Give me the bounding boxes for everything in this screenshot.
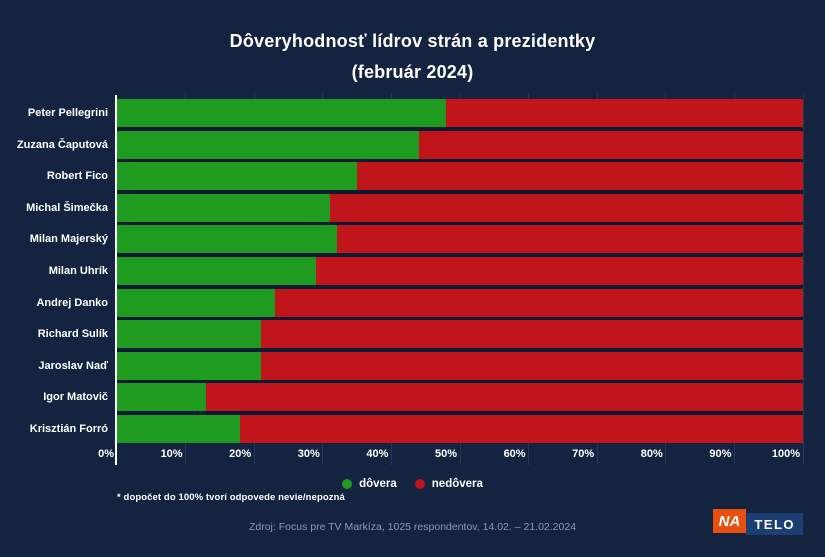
nedovera-bar-segment — [261, 351, 803, 380]
x-tick-label: 0% — [98, 448, 114, 460]
category-label: Robert Fico — [46, 170, 108, 183]
nedovera-bar-segment — [329, 193, 803, 222]
bar-row: Krisztián Forró — [30, 414, 803, 444]
x-tick-label: 50% — [434, 448, 457, 460]
legend-item: dôvera — [342, 478, 397, 490]
x-tick-label: 10% — [160, 448, 183, 460]
x-tick-label: 80% — [640, 448, 663, 460]
legend-label: nedôvera — [431, 478, 483, 490]
chart-title-line1: Dôveryhodnosť lídrov strán a prezidentky — [229, 31, 596, 51]
bar-row: Andrej Danko — [36, 288, 803, 317]
dovera-bar-segment — [117, 193, 330, 222]
x-tick-label: 90% — [709, 448, 732, 460]
dovera-bar-segment — [117, 351, 262, 380]
dovera-bar-segment — [117, 256, 316, 286]
bar-rows: Peter Pellegrini Zuzana Čaputová Robert Fi… — [17, 99, 803, 444]
category-label: Igor Matovič — [43, 391, 108, 404]
dovera-bar-segment — [117, 130, 419, 159]
footnote: * dopočet do 100% tvorí odpovede nevie/n… — [117, 492, 345, 503]
dovera-bar-segment — [117, 383, 207, 412]
logo-telo-badge: TELO — [746, 513, 803, 535]
y-axis-line — [115, 95, 117, 465]
source-line: Zdroj: Focus pre TV Markíza, 1025 respon… — [248, 521, 577, 533]
legend-label: dôvera — [359, 478, 397, 490]
nedovera-bar-segment — [418, 130, 803, 159]
legend-dot-icon — [342, 479, 353, 489]
category-label: Zuzana Čaputová — [16, 138, 108, 151]
bar-row: Milan Uhrík — [49, 256, 803, 286]
bar-row: Michal Šimečka — [26, 193, 803, 222]
bar-row: Jaroslav Naď — [38, 351, 803, 380]
gridline — [802, 93, 804, 465]
nedovera-bar-segment — [336, 225, 803, 254]
chart-title: Dôveryhodnosť lídrov strán a prezidentky… — [0, 26, 825, 88]
natelo-logo: NA TELO — [712, 509, 803, 535]
nedovera-bar-segment — [206, 383, 803, 412]
bar-row: Milan Majerský — [30, 225, 803, 254]
dovera-bar-segment — [117, 162, 358, 191]
dovera-bar-segment — [117, 99, 447, 128]
chart-title-line2: (február 2024) — [351, 62, 474, 82]
dovera-bar-segment — [117, 225, 337, 254]
bar-row: Richard Sulík — [38, 320, 803, 349]
x-tick-label: 20% — [229, 448, 252, 460]
nedovera-bar-segment — [315, 256, 803, 286]
logo-na-badge: NA — [712, 509, 747, 533]
bar-row: Robert Fico — [47, 162, 803, 191]
legend-item: nedôvera — [414, 478, 483, 490]
category-label: Jaroslav Naď — [38, 359, 108, 372]
category-label: Peter Pellegrini — [27, 107, 108, 120]
bar-row: Peter Pellegrini — [28, 99, 803, 128]
category-label: Milan Majerský — [29, 233, 108, 246]
x-tick-label: 30% — [297, 448, 320, 460]
nedovera-bar-segment — [446, 99, 803, 128]
nedovera-bar-segment — [261, 320, 803, 349]
x-tick-label: 60% — [503, 448, 526, 460]
bar-row: Igor Matovič — [43, 383, 803, 412]
category-label: Krisztián Forró — [29, 422, 108, 435]
dovera-bar-segment — [117, 414, 241, 444]
nedovera-bar-segment — [274, 288, 803, 317]
category-label: Milan Uhrík — [48, 265, 108, 278]
plot-area: Peter Pellegrini Zuzana Čaputová Robert Fi… — [17, 93, 804, 465]
x-tick-label: 100% — [771, 448, 800, 460]
bar-row: Zuzana Čaputová — [17, 130, 803, 159]
category-label: Richard Sulík — [37, 328, 108, 341]
dovera-bar-segment — [117, 320, 262, 349]
nedovera-bar-segment — [357, 162, 803, 191]
legend-dot-icon — [414, 479, 425, 489]
x-tick-label: 40% — [366, 448, 389, 460]
x-tick-label: 70% — [572, 448, 595, 460]
nedovera-bar-segment — [240, 414, 803, 444]
category-label: Andrej Danko — [36, 296, 108, 309]
category-label: Michal Šimečka — [26, 201, 108, 214]
legend: dôvera nedôvera — [0, 478, 825, 490]
dovera-bar-segment — [117, 288, 275, 317]
x-axis-tick-labels: 0% 10% 20% 30% 40% 50% 60% 70% 80% 90% 100% — [98, 448, 803, 464]
